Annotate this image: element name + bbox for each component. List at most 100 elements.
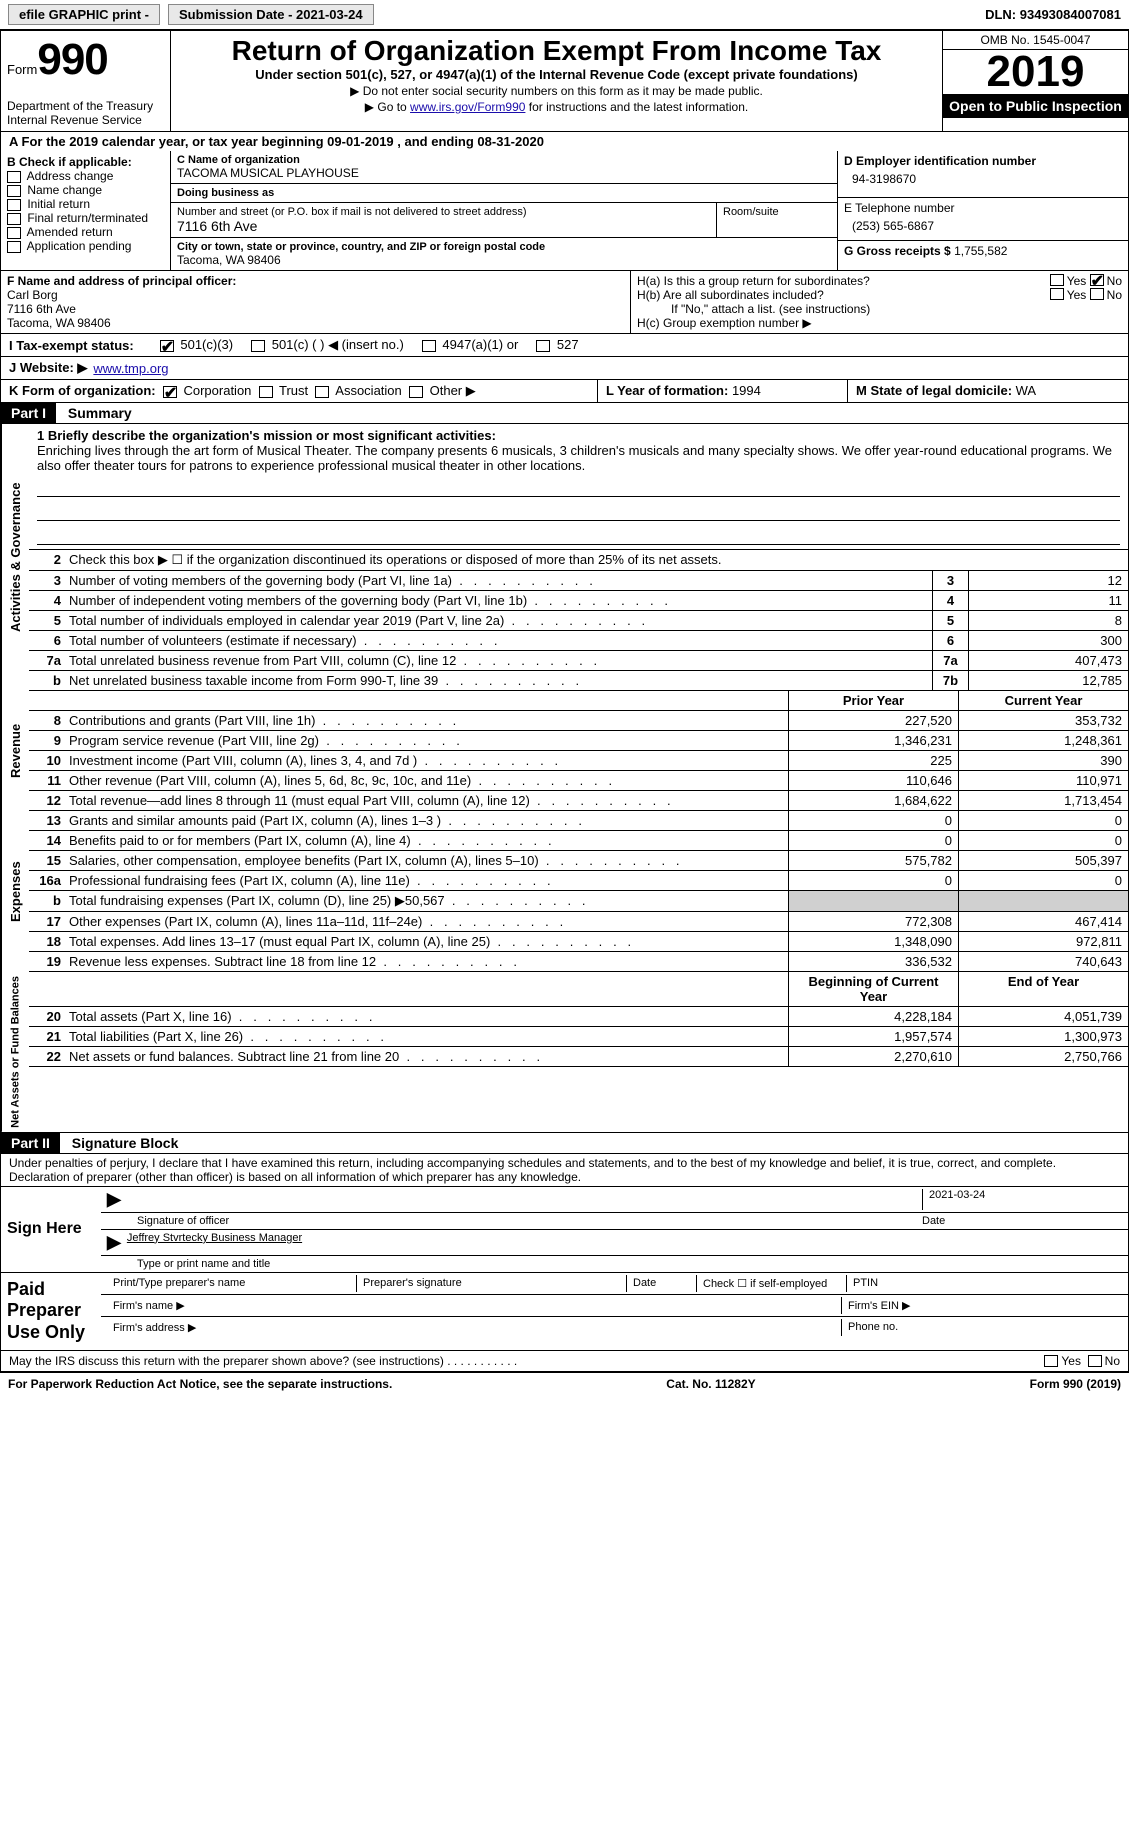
table-row: 8Contributions and grants (Part VIII, li… (29, 711, 1128, 731)
table-row: 22Net assets or fund balances. Subtract … (29, 1047, 1128, 1067)
top-bar: efile GRAPHIC print - Submission Date - … (0, 0, 1129, 30)
checkbox[interactable] (251, 340, 265, 352)
efile-print-button[interactable]: efile GRAPHIC print - (8, 4, 160, 25)
discuss-yes: Yes (1061, 1354, 1081, 1368)
cat-no: Cat. No. 11282Y (666, 1377, 755, 1391)
discuss-text: May the IRS discuss this return with the… (9, 1354, 1044, 1368)
box-l: L Year of formation: 1994 (598, 380, 848, 402)
discuss-row: May the IRS discuss this return with the… (0, 1351, 1129, 1372)
page-footer: For Paperwork Reduction Act Notice, see … (0, 1372, 1129, 1395)
hb-no-checkbox[interactable] (1090, 288, 1104, 300)
formorg-option: Other ▶ (402, 383, 476, 398)
tax-status-option: 4947(a)(1) or (422, 337, 518, 353)
org-name-label: C Name of organization (177, 154, 831, 166)
ha-label: H(a) Is this a group return for subordin… (637, 274, 1050, 288)
checkbox[interactable] (7, 227, 21, 239)
domicile: WA (1016, 383, 1036, 398)
subdate-value: 2021-03-24 (296, 7, 363, 22)
formorg-option: Trust (251, 383, 308, 398)
box-j: J Website: ▶ www.tmp.org (0, 357, 1129, 380)
boxb-item: Initial return (7, 197, 164, 211)
boxb-item: Application pending (7, 239, 164, 253)
checkbox[interactable] (536, 340, 550, 352)
box-f: F Name and address of principal officer:… (1, 271, 631, 333)
table-row: 19Revenue less expenses. Subtract line 1… (29, 952, 1128, 972)
box-deg: D Employer identification number 94-3198… (838, 151, 1128, 270)
addr-value: 7116 6th Ave (177, 218, 710, 234)
table-row: 9Program service revenue (Part VIII, lin… (29, 731, 1128, 751)
checkbox[interactable] (315, 386, 329, 398)
checkbox[interactable] (259, 386, 273, 398)
table-row: 17Other expenses (Part IX, column (A), l… (29, 912, 1128, 932)
discuss-no-checkbox[interactable] (1088, 1355, 1102, 1367)
officer-addr1: 7116 6th Ave (7, 302, 76, 316)
year-formation: 1994 (732, 383, 761, 398)
table-row: 12Total revenue—add lines 8 through 11 (… (29, 791, 1128, 811)
note2-pre: ▶ Go to (365, 100, 410, 114)
checkbox[interactable] (7, 199, 21, 211)
boxb-item: Amended return (7, 225, 164, 239)
officer-addr2: Tacoma, WA 98406 (7, 316, 111, 330)
discuss-yes-checkbox[interactable] (1044, 1355, 1058, 1367)
prep-check-label: Check ☐ if self-employed (697, 1275, 847, 1292)
phone-label: E Telephone number (844, 201, 1122, 215)
form-title: Return of Organization Exempt From Incom… (177, 35, 936, 67)
table-row: 7aTotal unrelated business revenue from … (29, 651, 1128, 671)
boxb-item: Final return/terminated (7, 211, 164, 225)
col-beginning: Beginning of Current Year (788, 972, 958, 1006)
ha-no: No (1107, 274, 1122, 288)
col-prior: Prior Year (788, 691, 958, 710)
part2-header: Part II (1, 1133, 60, 1153)
ein-value: 94-3198670 (844, 168, 1122, 194)
officer-label: F Name and address of principal officer: (7, 274, 236, 288)
checkbox[interactable] (7, 171, 21, 183)
gross-value: 1,755,582 (954, 244, 1007, 258)
website-link[interactable]: www.tmp.org (93, 361, 168, 376)
box-h: H(a) Is this a group return for subordin… (631, 271, 1128, 333)
box-m: M State of legal domicile: WA (848, 380, 1128, 402)
hb-no: No (1107, 288, 1122, 302)
form-990: 990 (37, 35, 107, 84)
prep-sig-label: Preparer's signature (357, 1275, 627, 1292)
box-klm: K Form of organization: Corporation Trus… (0, 380, 1129, 403)
city-value: Tacoma, WA 98406 (177, 253, 831, 267)
checkbox[interactable] (7, 241, 21, 253)
checkbox[interactable] (7, 213, 21, 225)
prep-name-label: Print/Type preparer's name (107, 1275, 357, 1292)
checkbox[interactable] (409, 386, 423, 398)
part1-header: Part I (1, 403, 56, 423)
ha-yes-checkbox[interactable] (1050, 274, 1064, 286)
formorg-label: K Form of organization: (9, 383, 156, 398)
form-number: Form990 (7, 35, 164, 85)
section-revenue: Revenue Prior Year Current Year 8Contrib… (0, 691, 1129, 811)
formorg-option: Corporation (159, 383, 251, 398)
tax-status-option: 501(c)(3) (160, 337, 233, 353)
table-row: 13Grants and similar amounts paid (Part … (29, 811, 1128, 831)
box-b-header: B Check if applicable: (7, 155, 164, 169)
firm-addr-label: Firm's address ▶ (107, 1319, 842, 1336)
ssn-note: ▶ Do not enter social security numbers o… (177, 84, 936, 98)
prep-ptin-label: PTIN (847, 1275, 1122, 1292)
irs-link[interactable]: www.irs.gov/Form990 (410, 100, 525, 114)
dba-label: Doing business as (177, 187, 831, 199)
section-governance: Activities & Governance 1 Briefly descri… (0, 424, 1129, 691)
checkbox[interactable] (163, 386, 177, 398)
sig-date-value: 2021-03-24 (922, 1189, 1122, 1210)
ha-no-checkbox[interactable] (1090, 274, 1104, 286)
form-label: Form (7, 62, 37, 77)
sig-name: Jeffrey Stvrtecky Business Manager (127, 1232, 302, 1253)
mission-label: 1 Briefly describe the organization's mi… (37, 428, 1120, 443)
ha-yes: Yes (1067, 274, 1087, 288)
checkbox[interactable] (7, 185, 21, 197)
sig-date-label: Date (922, 1215, 1122, 1227)
checkbox[interactable] (160, 340, 174, 352)
box-b: B Check if applicable: Address change Na… (1, 151, 171, 270)
perjury-declaration: Under penalties of perjury, I declare th… (0, 1154, 1129, 1187)
tax-status-option: 527 (536, 337, 578, 353)
tax-status-option: 501(c) ( ) ◀ (insert no.) (251, 337, 404, 353)
table-row: bTotal fundraising expenses (Part IX, co… (29, 891, 1128, 912)
hb-yes-checkbox[interactable] (1050, 288, 1064, 300)
checkbox[interactable] (422, 340, 436, 352)
revenue-header: Prior Year Current Year (29, 691, 1128, 711)
hb-note: If "No," attach a list. (see instruction… (637, 302, 1122, 316)
